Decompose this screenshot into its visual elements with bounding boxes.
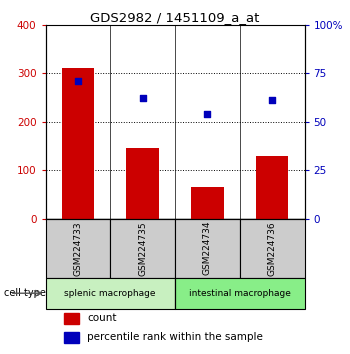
Text: count: count [87,313,117,323]
Text: intestinal macrophage: intestinal macrophage [189,289,291,298]
Bar [46,278,175,309]
Bar [64,332,79,343]
Text: splenic macrophage: splenic macrophage [64,289,156,298]
Text: percentile rank within the sample: percentile rank within the sample [87,332,263,342]
Bar [126,148,159,219]
Bar [256,156,288,219]
Bar [175,278,304,309]
Text: cell type: cell type [4,288,46,298]
Point [75,78,80,84]
Bar [110,219,175,278]
Point [204,112,210,117]
Text: GSM224735: GSM224735 [138,221,147,275]
Text: GSM224734: GSM224734 [203,221,212,275]
Bar [175,219,240,278]
Bar [46,219,110,278]
Text: GSM224733: GSM224733 [74,221,82,275]
Title: GDS2982 / 1451109_a_at: GDS2982 / 1451109_a_at [90,11,260,24]
Bar [62,68,94,219]
Text: GSM224736: GSM224736 [268,221,276,275]
Point [270,97,275,103]
Point [140,95,146,100]
Bar [240,219,304,278]
Bar [191,187,224,219]
Bar [64,313,79,324]
